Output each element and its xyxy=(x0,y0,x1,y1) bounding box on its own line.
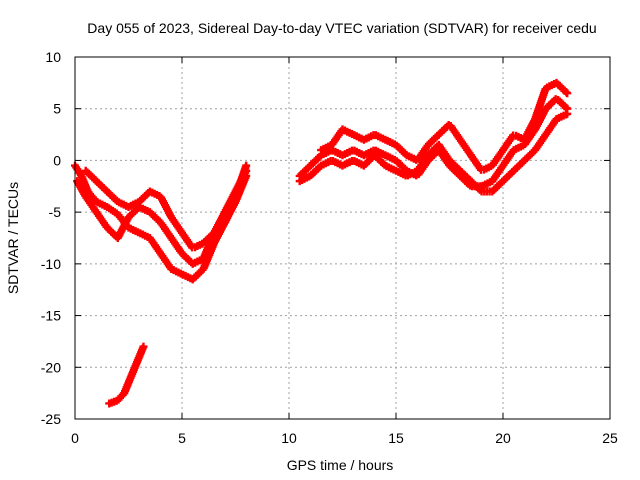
x-tick-label: 5 xyxy=(178,430,186,446)
chart-title: Day 055 of 2023, Sidereal Day-to-day VTE… xyxy=(87,20,596,36)
y-tick-label: 5 xyxy=(53,101,61,117)
y-tick-label: -5 xyxy=(49,204,62,220)
x-tick-label: 25 xyxy=(602,430,618,446)
y-tick-label: -15 xyxy=(41,308,61,324)
y-tick-label: -10 xyxy=(41,256,61,272)
data-point xyxy=(563,89,572,98)
series-track-6 xyxy=(295,109,572,196)
plot-frame xyxy=(74,56,611,420)
series-track-7 xyxy=(317,78,572,174)
y-tick-label: 0 xyxy=(53,152,61,168)
x-tick-label: 10 xyxy=(281,430,297,446)
axis-ticks: 0 5 10 15 20 25 -25 -20 -15 -10 -5 0 5 10 xyxy=(41,49,618,446)
x-tick-label: 15 xyxy=(388,430,404,446)
x-axis-title: GPS time / hours xyxy=(287,457,394,473)
y-axis-title: SDTVAR / TECUs xyxy=(5,182,21,294)
x-tick-label: 20 xyxy=(495,430,511,446)
data-point xyxy=(139,342,148,351)
data-point xyxy=(242,171,251,180)
x-tick-label: 0 xyxy=(71,430,79,446)
data-point xyxy=(563,109,572,118)
data-marks xyxy=(71,78,572,408)
y-tick-label: -25 xyxy=(41,411,61,427)
y-tick-label: -20 xyxy=(41,359,61,375)
y-tick-label: 10 xyxy=(45,49,61,65)
series-track-3 xyxy=(81,166,251,252)
series-track-4 xyxy=(105,342,148,408)
